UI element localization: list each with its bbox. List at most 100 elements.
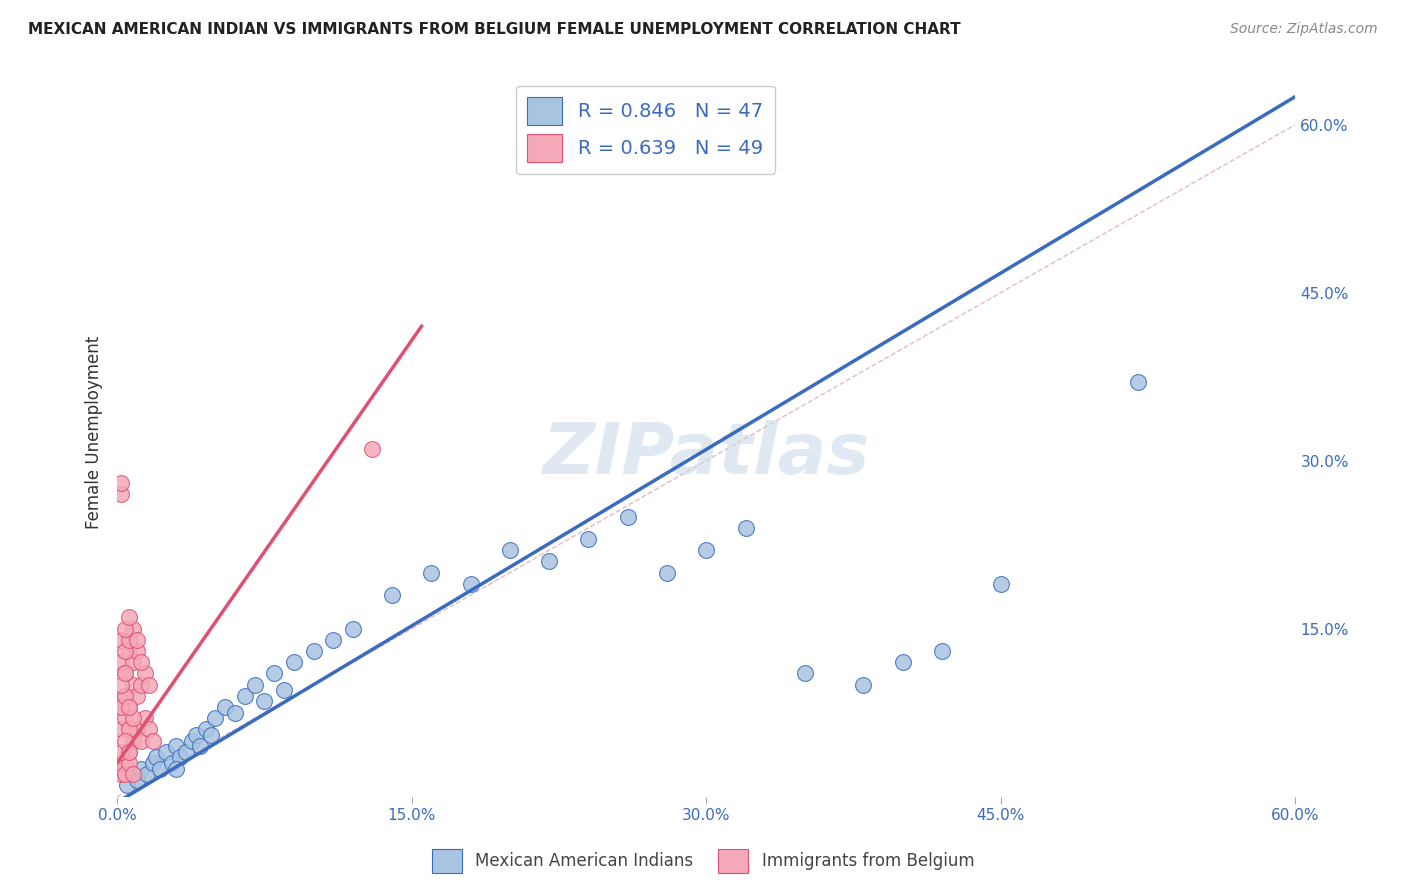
Point [578, 532, 600, 546]
Point [990, 577, 1012, 591]
Point [1128, 375, 1150, 389]
Point [273, 683, 295, 698]
Point [118, 632, 141, 647]
Point [110, 678, 132, 692]
Point [115, 779, 138, 793]
Point [118, 700, 141, 714]
Point [141, 756, 163, 770]
Point [114, 689, 136, 703]
Point [342, 622, 364, 636]
Point [134, 666, 156, 681]
Point [114, 689, 136, 703]
Point [114, 733, 136, 747]
Point [110, 487, 132, 501]
Point [243, 678, 266, 692]
Point [165, 739, 187, 754]
Point [122, 733, 145, 747]
Point [149, 762, 172, 776]
Point [135, 767, 157, 781]
Point [538, 554, 561, 568]
Point [125, 772, 148, 787]
Point [852, 678, 875, 692]
Point [118, 723, 141, 737]
Point [118, 644, 141, 658]
Point [322, 632, 344, 647]
Point [184, 728, 207, 742]
Point [734, 521, 756, 535]
Point [110, 655, 132, 669]
Point [155, 745, 177, 759]
Point [138, 723, 160, 737]
Point [110, 723, 132, 737]
Point [110, 745, 132, 759]
Point [110, 632, 132, 647]
Point [793, 666, 815, 681]
Point [160, 756, 183, 770]
Point [499, 543, 522, 558]
Point [233, 689, 256, 703]
Y-axis label: Female Unemployment: Female Unemployment [86, 336, 103, 529]
Point [302, 644, 325, 658]
Point [174, 745, 197, 759]
Point [145, 750, 167, 764]
Point [118, 745, 141, 759]
Legend: R = 0.846   N = 47, R = 0.639   N = 49: R = 0.846 N = 47, R = 0.639 N = 49 [516, 86, 775, 174]
Text: MEXICAN AMERICAN INDIAN VS IMMIGRANTS FROM BELGIUM FEMALE UNEMPLOYMENT CORRELATI: MEXICAN AMERICAN INDIAN VS IMMIGRANTS FR… [28, 22, 960, 37]
Point [125, 689, 148, 703]
Point [114, 711, 136, 725]
Point [118, 700, 141, 714]
Point [194, 723, 217, 737]
Point [122, 711, 145, 725]
Point [188, 739, 211, 754]
Point [129, 655, 152, 669]
Point [165, 762, 187, 776]
Point [891, 655, 914, 669]
Point [200, 728, 222, 742]
Point [110, 700, 132, 714]
Point [224, 706, 246, 720]
Point [122, 678, 145, 692]
Point [110, 700, 132, 714]
Point [361, 442, 384, 457]
Point [695, 543, 717, 558]
Point [138, 678, 160, 692]
Point [283, 655, 305, 669]
Point [655, 566, 678, 580]
Point [122, 655, 145, 669]
Point [616, 509, 638, 524]
Point [141, 733, 163, 747]
Point [931, 644, 953, 658]
Point [122, 767, 145, 781]
Point [169, 750, 191, 764]
Point [129, 733, 152, 747]
Point [114, 666, 136, 681]
Point [204, 711, 226, 725]
Point [110, 756, 132, 770]
Point [129, 678, 152, 692]
Point [122, 622, 145, 636]
Point [114, 756, 136, 770]
Point [125, 644, 148, 658]
Point [125, 632, 148, 647]
Point [110, 767, 132, 781]
Legend: Mexican American Indians, Immigrants from Belgium: Mexican American Indians, Immigrants fro… [425, 842, 981, 880]
Point [253, 694, 276, 708]
Point [114, 644, 136, 658]
Text: ZIPatlas: ZIPatlas [543, 420, 870, 489]
Point [129, 762, 152, 776]
Text: Source: ZipAtlas.com: Source: ZipAtlas.com [1230, 22, 1378, 37]
Point [134, 711, 156, 725]
Point [214, 700, 236, 714]
Point [420, 566, 443, 580]
Point [114, 666, 136, 681]
Point [118, 756, 141, 770]
Point [114, 622, 136, 636]
Point [460, 577, 482, 591]
Point [118, 610, 141, 624]
Point [263, 666, 285, 681]
Point [381, 588, 404, 602]
Point [180, 733, 202, 747]
Point [125, 723, 148, 737]
Point [118, 745, 141, 759]
Point [122, 767, 145, 781]
